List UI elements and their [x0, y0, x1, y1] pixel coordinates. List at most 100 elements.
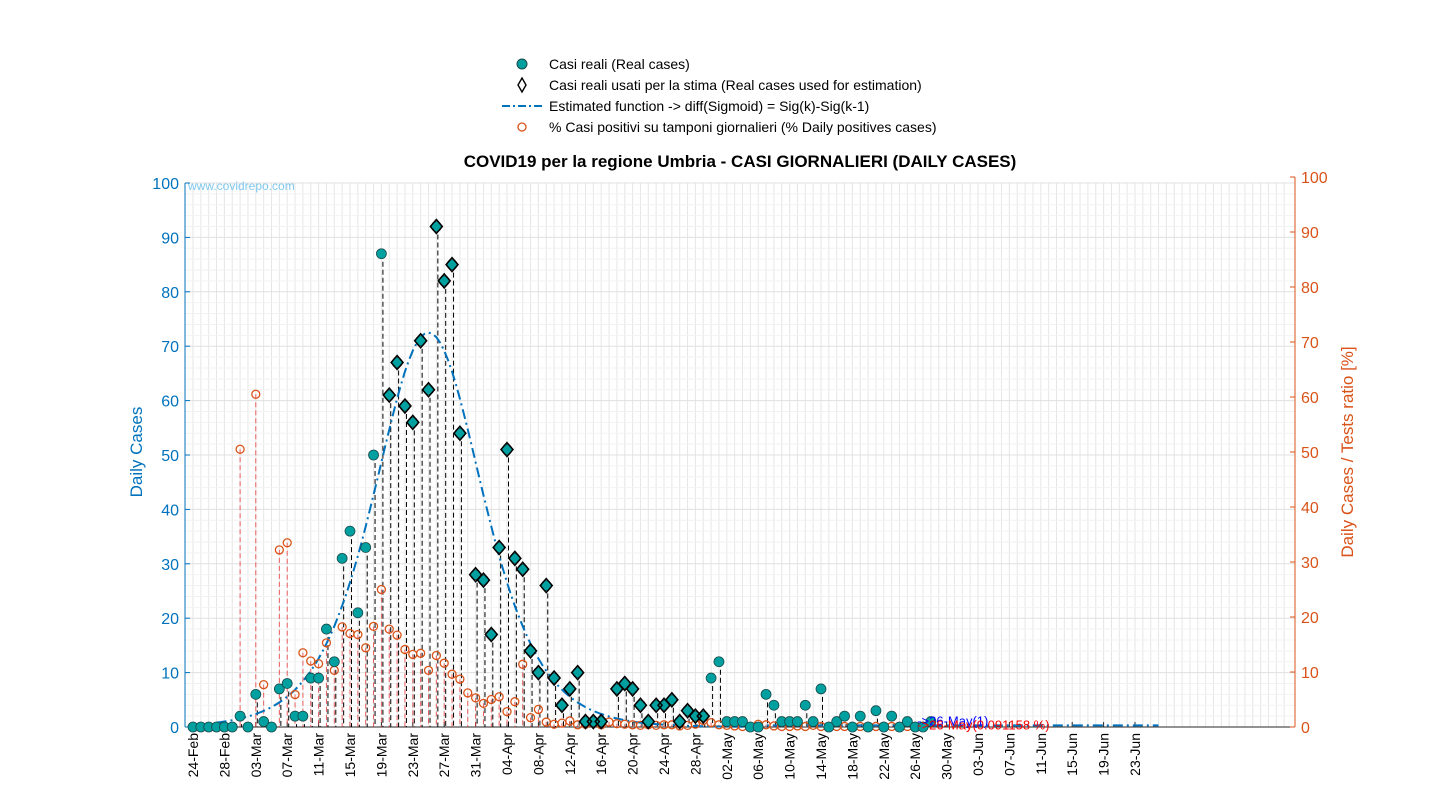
real-cases-point — [760, 688, 772, 700]
used-cases-point — [515, 561, 530, 578]
y-left-tick-label: 30 — [161, 557, 179, 574]
y-left-axis-label: Daily Cases — [127, 407, 146, 498]
x-tick-label: 07-Mar — [279, 733, 295, 778]
y-right-tick-label: 70 — [1301, 335, 1319, 352]
diamond-marker-icon — [517, 76, 527, 94]
y-left-tick-label: 70 — [161, 339, 179, 356]
y-right-axis-label: Daily Cases / Tests ratio [%] — [1338, 346, 1357, 557]
real-cases-point — [682, 705, 693, 717]
real-cases-point — [847, 721, 858, 733]
real-cases-point — [368, 449, 379, 461]
legend-label-positives: % Casi positivi su tamponi giornalieri (… — [549, 119, 937, 135]
real-cases-point — [478, 574, 489, 586]
y-left-tick-label: 80 — [161, 285, 179, 302]
x-tick-label: 15-Mar — [342, 733, 358, 778]
positives-point — [392, 630, 402, 640]
positives-point — [423, 665, 434, 675]
real-cases-point — [713, 656, 725, 668]
real-cases-point — [815, 683, 827, 695]
real-cases-point — [917, 721, 929, 733]
watermark-text: www.covidrepo.com — [187, 179, 295, 193]
x-tick-label: 26-May — [907, 733, 923, 780]
used-cases-point — [476, 571, 491, 589]
open-circle-marker-icon — [517, 122, 527, 132]
positives-point — [235, 444, 245, 454]
positives-point — [494, 692, 504, 702]
x-tick-label: 27-Mar — [436, 733, 452, 778]
used-cases-point — [413, 332, 428, 349]
x-tick-label: 31-Mar — [468, 733, 484, 778]
legend: Casi reali (Real cases) Casi reali usati… — [500, 54, 1020, 138]
x-tick-label: 14-May — [813, 733, 829, 780]
real-cases-point — [533, 667, 544, 678]
used-cases-point — [547, 669, 562, 687]
annotation-forecast-cases: ->26-May(1) — [917, 714, 988, 729]
real-cases-point — [658, 699, 670, 711]
y-right-tick-label: 40 — [1301, 500, 1319, 517]
real-cases-point — [666, 694, 678, 706]
y-right-tick-label: 100 — [1301, 170, 1328, 187]
real-cases-point — [493, 542, 505, 553]
positives-point — [525, 713, 536, 723]
real-cases-point — [313, 672, 325, 684]
used-cases-point — [562, 680, 577, 698]
dash-dot-line-icon — [502, 105, 542, 107]
real-cases-point — [901, 716, 913, 727]
x-tick-label: 08-Apr — [530, 733, 546, 775]
positives-point — [321, 638, 332, 648]
positives-point — [376, 584, 387, 595]
real-cases-point — [831, 716, 843, 727]
real-cases-point — [391, 357, 403, 368]
real-cases-point — [839, 710, 850, 722]
positives-point — [306, 656, 316, 666]
legend-item-positives: % Casi positivi su tamponi giornalieri (… — [500, 117, 1020, 137]
used-cases-point — [531, 664, 546, 681]
positives-point — [313, 659, 324, 669]
x-tick-label: 06-May — [750, 733, 766, 780]
legend-item-estimated: Estimated function -> diff(Sigmoid) = Si… — [500, 96, 1020, 116]
real-cases-point — [360, 542, 372, 553]
real-cases-point — [517, 563, 529, 575]
real-cases-point — [619, 678, 631, 689]
positives-point — [282, 538, 292, 548]
y-left-tick-label: 100 — [152, 176, 179, 193]
x-tick-label: 11-Mar — [311, 733, 327, 777]
y-right-tick-label: 0 — [1301, 720, 1310, 737]
used-cases-point — [390, 354, 405, 371]
real-cases-point — [635, 699, 646, 711]
real-cases-point — [485, 629, 497, 640]
real-cases-point — [886, 710, 898, 722]
positives-point — [258, 680, 269, 690]
positives-point — [447, 669, 457, 679]
x-tick-label: 07-Jun — [1001, 733, 1017, 776]
used-cases-point — [500, 441, 514, 458]
positives-point — [337, 622, 347, 632]
y-left-tick-label: 20 — [161, 611, 179, 628]
real-cases-point — [399, 400, 411, 412]
real-cases-point — [564, 683, 576, 695]
used-cases-point — [523, 642, 538, 659]
x-tick-label: 04-Apr — [499, 733, 515, 775]
y-left-tick-label: 90 — [161, 230, 179, 247]
real-cases-point — [328, 656, 340, 668]
used-cases-point — [680, 702, 695, 719]
real-cases-point — [509, 552, 521, 564]
real-cases-point — [297, 710, 309, 722]
x-tick-label: 23-Jun — [1127, 733, 1143, 776]
used-cases-point — [507, 550, 522, 567]
x-tick-label: 28-Feb — [216, 733, 232, 778]
positives-point — [361, 643, 371, 653]
real-cases-point — [854, 710, 866, 722]
positives-point — [384, 624, 394, 634]
real-cases-point — [423, 384, 434, 396]
real-cases-point — [642, 716, 654, 727]
legend-label-real-cases: Casi reali (Real cases) — [549, 56, 690, 72]
real-cases-point — [273, 683, 285, 695]
real-cases-point — [870, 705, 882, 717]
real-cases-point — [250, 688, 262, 700]
positives-point — [431, 650, 442, 661]
positives-point — [478, 698, 489, 708]
legend-label-used-cases: Casi reali usati per la stima (Real case… — [549, 77, 922, 93]
legend-label-estimated: Estimated function -> diff(Sigmoid) = Si… — [549, 98, 870, 114]
used-cases-point — [445, 256, 460, 273]
